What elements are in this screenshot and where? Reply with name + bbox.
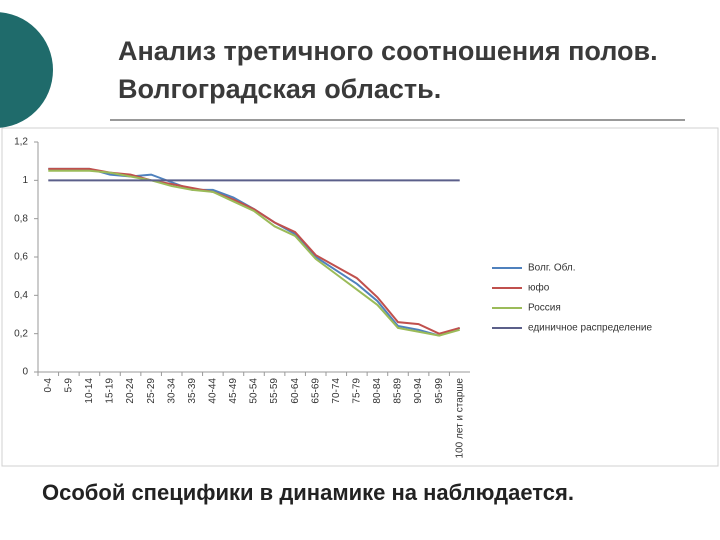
x-tick-label: 55-59 — [269, 378, 280, 404]
x-tick-label: 40-44 — [207, 378, 218, 404]
y-tick-label: 0,8 — [14, 213, 28, 224]
x-tick-label: 60-64 — [290, 378, 301, 404]
x-tick-label: 45-49 — [228, 378, 239, 404]
x-tick-label: 20-24 — [125, 378, 136, 404]
x-tick-label: 25-29 — [146, 378, 157, 404]
y-tick-label: 0,2 — [14, 328, 28, 339]
chart-panel — [1, 127, 719, 467]
x-tick-label: 10-14 — [84, 378, 95, 404]
y-tick-label: 1,2 — [14, 137, 28, 148]
y-tick-label: 0,6 — [14, 252, 28, 263]
legend-label: Россия — [528, 303, 561, 314]
x-tick-label: 0-4 — [43, 378, 54, 393]
x-tick-label: 70-74 — [331, 378, 342, 404]
legend-label: юфо — [528, 282, 550, 294]
slide-text: Особой специфики в динамике на наблюдает… — [42, 480, 574, 505]
x-tick-label: 30-34 — [166, 378, 177, 404]
x-tick-label: 35-39 — [187, 378, 198, 404]
decor-circle — [0, 12, 53, 128]
x-tick-label: 50-54 — [249, 378, 260, 404]
x-tick-label: 80-84 — [372, 378, 383, 404]
slide-title: Анализ третичного соотношения полов. Вол… — [118, 36, 658, 104]
y-tick-label: 1 — [22, 175, 28, 186]
x-tick-label: 65-69 — [310, 378, 321, 404]
x-tick-label: 95-99 — [434, 378, 445, 404]
series-line — [48, 169, 460, 337]
y-tick-label: 0 — [22, 367, 28, 378]
legend-label: единичное распределение — [528, 323, 653, 334]
x-tick-label: 100 лет и старше — [454, 378, 465, 459]
x-tick-label: 75-79 — [351, 378, 362, 404]
x-tick-label: 90-94 — [413, 378, 424, 404]
legend-label: Волг. Обл. — [528, 262, 576, 274]
x-tick-label: 5-9 — [63, 378, 74, 393]
y-tick-label: 0,4 — [14, 290, 28, 301]
x-tick-label: 15-19 — [105, 378, 116, 404]
x-tick-label: 85-89 — [393, 378, 404, 404]
